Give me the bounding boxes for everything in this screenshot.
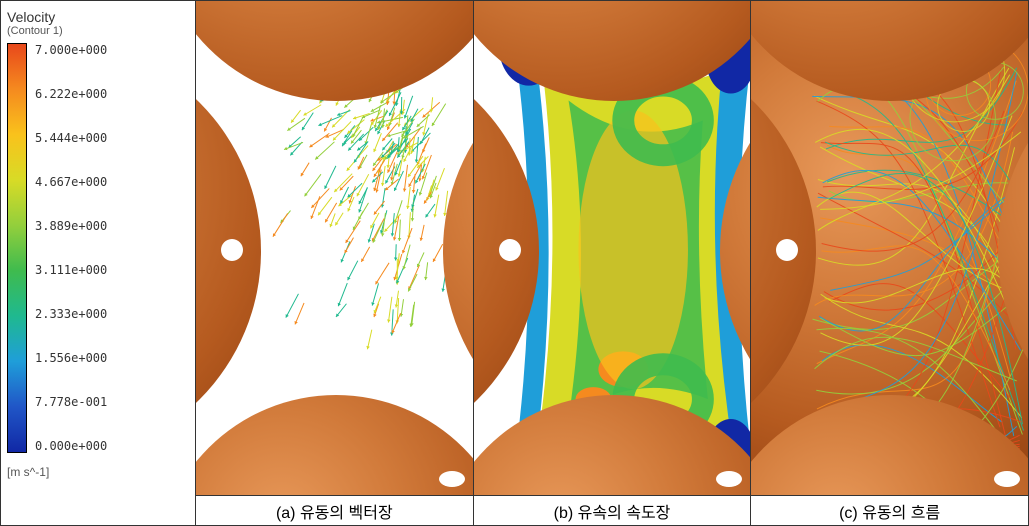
tick-label: 5.444e+000 xyxy=(35,131,107,145)
tick-label: 0.000e+000 xyxy=(35,439,107,453)
panel-b-viz xyxy=(474,1,751,495)
legend-panel: Velocity (Contour 1) 7.000e+000 6.222e+00… xyxy=(1,1,196,525)
panel-c: (c) 유동의 흐름 xyxy=(751,1,1028,525)
tick-label: 1.556e+000 xyxy=(35,351,107,365)
panel-b: (b) 유속의 속도장 xyxy=(474,1,752,525)
hole-br-icon xyxy=(994,471,1020,487)
hole-br-icon xyxy=(439,471,465,487)
tick-label: 3.111e+000 xyxy=(35,263,107,277)
tick-label: 2.333e+000 xyxy=(35,307,107,321)
panel-b-caption: (b) 유속의 속도장 xyxy=(474,495,751,525)
panel-a: (a) 유동의 벡터장 xyxy=(196,1,474,525)
legend-title: Velocity xyxy=(7,9,189,25)
panel-c-caption: (c) 유동의 흐름 xyxy=(751,495,1028,525)
tick-label: 3.889e+000 xyxy=(35,219,107,233)
legend-unit: [m s^-1] xyxy=(7,465,189,479)
tick-label: 7.778e-001 xyxy=(35,395,107,409)
colorbar xyxy=(7,43,27,453)
tick-label: 7.000e+000 xyxy=(35,43,107,57)
tick-labels: 7.000e+000 6.222e+000 5.444e+000 4.667e+000… xyxy=(27,43,107,453)
legend-subtitle: (Contour 1) xyxy=(7,25,189,37)
panel-c-viz xyxy=(751,1,1028,495)
tick-label: 4.667e+000 xyxy=(35,175,107,189)
panel-a-viz xyxy=(196,1,473,495)
hole-icon xyxy=(221,239,243,261)
panel-a-caption: (a) 유동의 벡터장 xyxy=(196,495,473,525)
tick-label: 6.222e+000 xyxy=(35,87,107,101)
hole-icon xyxy=(499,239,521,261)
panels-row: (a) 유동의 벡터장 (b) 유속의 속도장 xyxy=(196,1,1028,525)
figure-container: Velocity (Contour 1) 7.000e+000 6.222e+00… xyxy=(0,0,1029,526)
colorbar-wrap: 7.000e+000 6.222e+000 5.444e+000 4.667e+000… xyxy=(7,43,189,453)
